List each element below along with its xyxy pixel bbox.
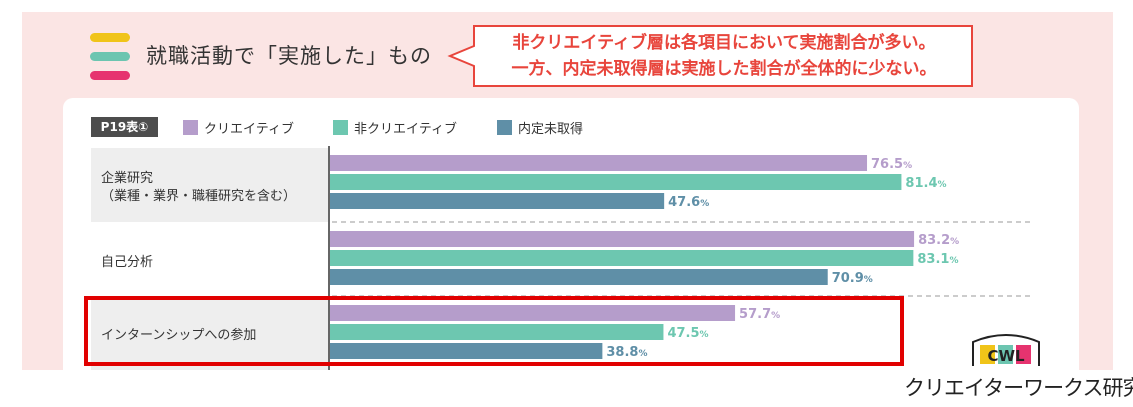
data-label-unit: % (638, 349, 647, 359)
legend-item-creative: クリエイティブ (183, 116, 294, 138)
data-label-no-offer-0: 47.6% (668, 195, 709, 210)
data-label-no-offer-2: 38.8% (606, 345, 647, 360)
data-label-no-offer-1: 70.9% (832, 271, 873, 286)
category-label-1: 自己分析 (101, 255, 154, 270)
data-label-creative-2: 57.7% (739, 307, 780, 322)
callout-text: 非クリエイティブ層は各項目において実施割合が多い。 一方、内定未取得層は実施した… (476, 30, 972, 82)
logo-block-w (998, 345, 1013, 364)
bar-non-creative-2 (330, 324, 664, 340)
data-label-unit: % (949, 256, 958, 266)
bar-no-offer-0 (330, 193, 665, 209)
data-label-non-creative-0: 81.4% (905, 176, 946, 191)
legend-item-non-creative: 非クリエイティブ (333, 116, 457, 138)
bar-no-offer-2 (330, 343, 603, 359)
legend-swatch-no-offer (497, 119, 512, 135)
data-label-creative-1: 83.2% (918, 233, 959, 248)
category-label-0-line-1: 企業研究 (101, 171, 154, 186)
section-title: 就職活動で「実施した」もの (146, 44, 432, 68)
data-label-unit: % (903, 161, 912, 171)
deco-bar-yellow (90, 33, 130, 42)
callout-speech-bubble (447, 25, 973, 87)
data-label-unit: % (771, 311, 780, 321)
cwl-logo-icon: CWL (972, 334, 1040, 366)
bar-creative-2 (330, 305, 736, 321)
highlight-box-internship (84, 296, 904, 366)
data-label-unit: % (864, 275, 873, 285)
logo-letters: CWL (987, 347, 1025, 365)
callout-line-2: 一方、内定未取得層は実施した割合が全体的に少ない。 (511, 59, 937, 79)
category-label-2: インターンシップへの参加 (101, 328, 257, 343)
table-tag: P19表① (91, 117, 158, 137)
bar-creative-1 (330, 231, 915, 247)
legend-swatch-non-creative (333, 119, 348, 135)
logo-block-l (1016, 345, 1031, 364)
category-box-0 (91, 148, 328, 222)
callout-box: 非クリエイティブ層は各項目において実施割合が多い。 一方、内定未取得層は実施した… (446, 24, 976, 88)
legend-label-non-creative: 非クリエイティブ (354, 121, 457, 137)
bar-non-creative-1 (330, 250, 914, 266)
data-label-unit: % (700, 330, 709, 340)
data-label-unit: % (700, 199, 709, 209)
deco-bar-pink (90, 71, 130, 80)
legend-item-no-offer: 内定未取得 (497, 116, 583, 138)
deco-bar-teal (90, 52, 130, 61)
category-box-2 (91, 300, 328, 370)
logo-block-c (980, 345, 995, 364)
legend-label-no-offer: 内定未取得 (518, 121, 584, 137)
data-label-unit: % (950, 237, 959, 247)
legend-swatch-creative (183, 119, 198, 135)
bar-non-creative-0 (330, 174, 902, 190)
data-label-unit: % (938, 180, 947, 190)
logo-arch (972, 334, 1040, 366)
category-label-0: 企業研究 （業種・業界・職種研究を含む） (101, 170, 296, 206)
callout-line-1: 非クリエイティブ層は各項目において実施割合が多い。 (512, 33, 936, 53)
brand-name: クリエイターワークス研究所 (904, 376, 1133, 400)
legend-label-creative: クリエイティブ (204, 121, 294, 137)
data-label-non-creative-1: 83.1% (917, 252, 958, 267)
bar-no-offer-1 (330, 269, 828, 285)
bar-creative-0 (330, 155, 868, 171)
data-label-non-creative-2: 47.5% (667, 326, 708, 341)
category-label-0-line-2: （業種・業界・職種研究を含む） (101, 189, 297, 204)
data-label-creative-0: 76.5% (871, 157, 912, 172)
